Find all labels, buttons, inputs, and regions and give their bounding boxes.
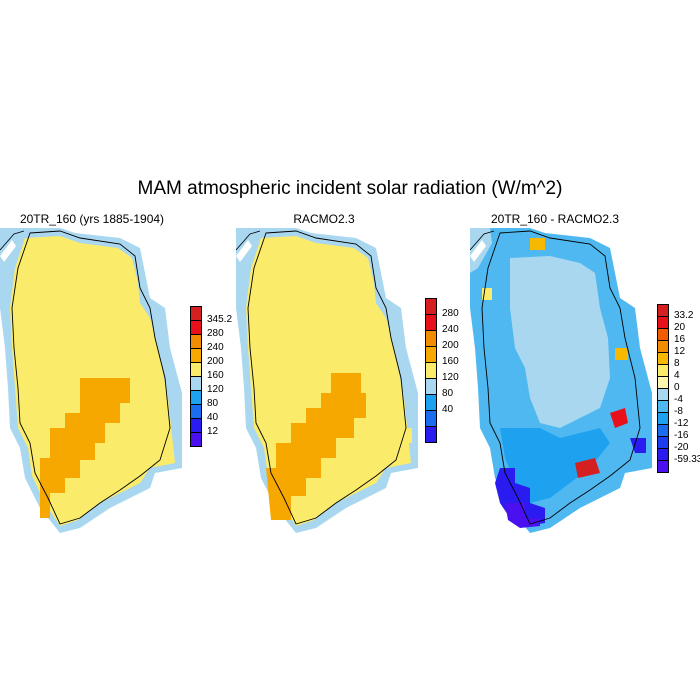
colorbar-label: 40 <box>207 412 219 423</box>
colorbar-swatch <box>190 390 202 405</box>
panel-title-racmo: RACMO2.3 <box>293 212 355 226</box>
colorbar-label: -20 <box>674 442 689 453</box>
colorbar-label: 345.2 <box>207 314 233 325</box>
colorbar-label: 80 <box>207 398 219 409</box>
colorbar-swatch <box>425 346 437 363</box>
colorbar-label: -4 <box>674 394 683 405</box>
map-panel-model <box>0 228 182 533</box>
colorbar-label: -12 <box>674 418 689 429</box>
colorbar-swatch <box>190 418 202 433</box>
colorbar-label: 240 <box>207 342 224 353</box>
colorbar-swatch <box>425 394 437 411</box>
map-panel-racmo <box>236 228 418 533</box>
colorbar-label: 160 <box>442 356 459 367</box>
panel-title-model: 20TR_160 (yrs 1885-1904) <box>19 212 165 226</box>
colorbar-swatch <box>190 404 202 419</box>
map-panel-difference <box>470 228 652 533</box>
colorbar-label: 12 <box>674 346 686 357</box>
colorbar-label: 40 <box>442 404 454 415</box>
colorbar-label: 280 <box>207 328 224 339</box>
colorbar-label: 16 <box>674 334 686 345</box>
colorbar-label: -59.33 <box>674 454 700 465</box>
racmo-field <box>236 228 418 533</box>
colorbar-swatch <box>190 348 202 363</box>
colorbar-swatch <box>425 410 437 427</box>
model-field <box>0 228 182 533</box>
colorbar-label: 80 <box>442 388 454 399</box>
colorbar-swatch <box>190 376 202 391</box>
coastline <box>11 230 171 525</box>
colorbar-label: -8 <box>674 406 683 417</box>
colorbar-label: 200 <box>442 340 459 351</box>
difference-field <box>470 228 652 533</box>
colorbar-swatch <box>190 320 202 335</box>
colorbar-label: 280 <box>442 308 459 319</box>
colorbar-label: 120 <box>207 384 224 395</box>
colorbar-swatch <box>190 334 202 349</box>
colorbar-swatch <box>657 460 669 473</box>
colorbar-label: -16 <box>674 430 689 441</box>
figure-title: MAM atmospheric incident solar radiation… <box>137 178 563 199</box>
colorbar-swatch <box>425 426 437 443</box>
panel-title-difference: 20TR_160 - RACMO2.3 <box>490 212 620 226</box>
colorbar-swatch <box>425 298 437 315</box>
colorbar-label: 4 <box>674 370 680 381</box>
colorbar-label: 120 <box>442 372 459 383</box>
colorbar-label: 12 <box>207 426 219 437</box>
colorbar-label: 20 <box>674 322 686 333</box>
colorbar-label: 0 <box>674 382 680 393</box>
orange-field <box>40 378 130 518</box>
colorbar-swatch <box>425 330 437 347</box>
colorbar-swatch <box>190 362 202 377</box>
colorbar-label: 240 <box>442 324 459 335</box>
colorbar-label: 160 <box>207 370 224 381</box>
colorbar-label: 8 <box>674 358 680 369</box>
colorbar-swatch <box>425 314 437 331</box>
colorbar-swatch <box>425 378 437 395</box>
colorbar-label: 33.2 <box>674 310 694 321</box>
colorbar-swatch <box>425 362 437 379</box>
colorbar-swatch <box>190 432 202 447</box>
colorbar-label: 200 <box>207 356 224 367</box>
colorbar-swatch <box>190 306 202 321</box>
